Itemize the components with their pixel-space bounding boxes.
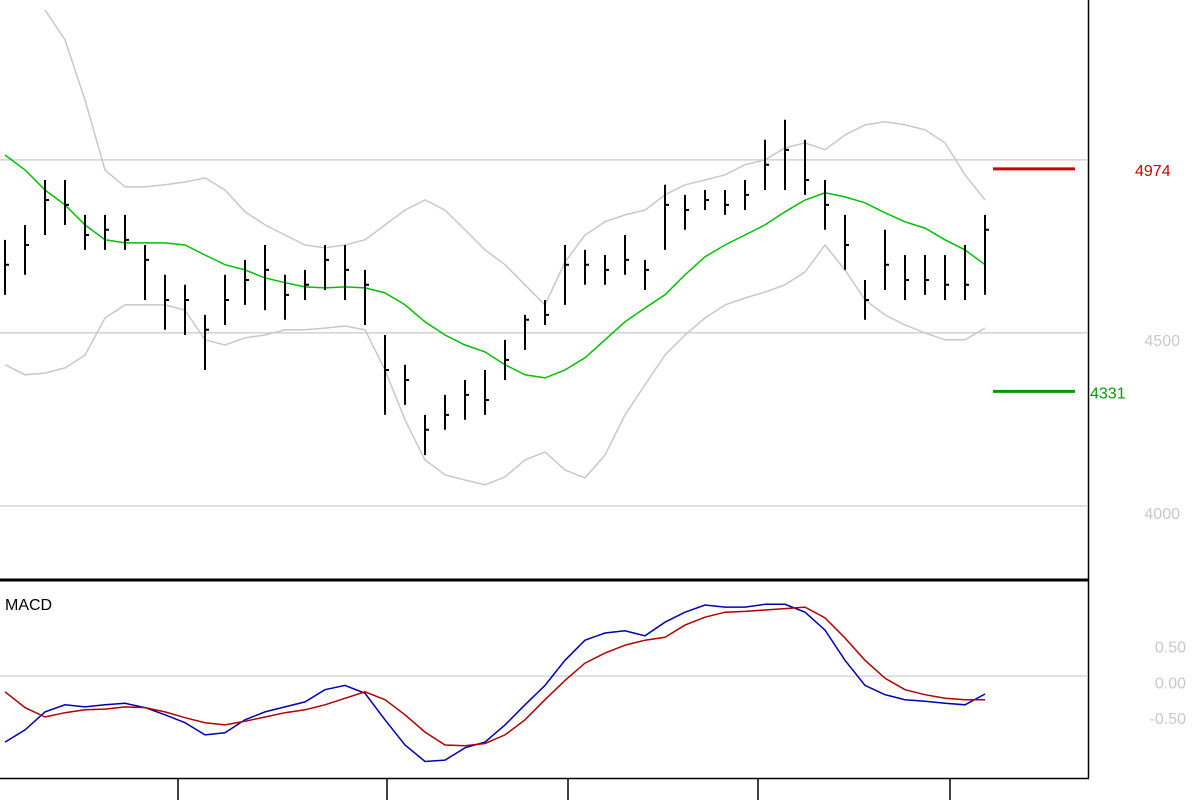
ohlc-bar bbox=[504, 339, 509, 380]
line-series bbox=[4, 243, 986, 486]
ohlc-bar bbox=[844, 214, 849, 270]
ohlc-bar bbox=[404, 364, 409, 405]
ohlc-bar bbox=[564, 245, 569, 305]
ohlc-bar bbox=[624, 234, 629, 275]
ohlc-bar bbox=[804, 139, 809, 195]
ohlc-bar bbox=[124, 214, 129, 250]
ohlc-bar bbox=[524, 314, 529, 350]
ohlc-bar bbox=[344, 245, 349, 301]
ohlc-bar bbox=[704, 189, 709, 211]
ohlc-bar bbox=[444, 394, 449, 430]
ohlc-bar bbox=[544, 300, 549, 325]
ohlc-bar bbox=[964, 245, 969, 301]
ohlc-bar bbox=[764, 139, 769, 190]
ohlc-bar bbox=[144, 245, 149, 301]
ohlc-bar bbox=[864, 279, 869, 320]
ohlc-bar bbox=[824, 179, 829, 230]
line-series bbox=[4, 603, 986, 763]
ohlc-bar bbox=[644, 259, 649, 290]
ohlc-bar bbox=[904, 255, 909, 301]
ohlc-bar bbox=[724, 189, 729, 215]
ohlc-bar bbox=[944, 255, 949, 301]
level-label: 4331 bbox=[1090, 386, 1126, 403]
ohlc-bar bbox=[424, 414, 429, 456]
y-tick-label: -0.50 bbox=[1150, 711, 1187, 728]
ohlc-bar bbox=[464, 379, 469, 420]
ohlc-bar bbox=[684, 194, 689, 230]
ohlc-bar bbox=[484, 369, 489, 415]
ohlc-bar bbox=[664, 184, 669, 250]
ohlc-bar bbox=[164, 274, 169, 330]
ohlc-bar bbox=[744, 179, 749, 211]
ohlc-bar bbox=[924, 255, 929, 295]
ohlc-bar bbox=[784, 119, 789, 190]
ohlc-bar bbox=[284, 274, 289, 320]
ohlc-bar bbox=[324, 245, 329, 290]
ohlc-bar bbox=[84, 214, 89, 250]
ohlc-bar bbox=[304, 269, 309, 301]
line-series bbox=[44, 9, 986, 307]
ohlc-bar bbox=[184, 284, 189, 335]
level-label: 4974 bbox=[1135, 163, 1171, 180]
ohlc-bar bbox=[104, 214, 109, 250]
ohlc-bar bbox=[584, 249, 589, 285]
ohlc-bar bbox=[224, 274, 229, 325]
line-series bbox=[4, 606, 985, 747]
ohlc-bar bbox=[364, 269, 369, 325]
ohlc-bar bbox=[884, 229, 889, 290]
y-tick-label: 4000 bbox=[1144, 506, 1180, 523]
ohlc-bar bbox=[604, 255, 609, 285]
ohlc-bar bbox=[384, 334, 389, 415]
ohlc-bar bbox=[44, 179, 49, 235]
ohlc-bar bbox=[984, 214, 989, 295]
ohlc-bar bbox=[244, 259, 249, 305]
x-ticks bbox=[177, 778, 951, 800]
ohlc-bar bbox=[4, 239, 9, 295]
ohlc-bar bbox=[204, 314, 209, 370]
ohlc-bar bbox=[24, 224, 29, 275]
ohlc-bar bbox=[64, 179, 69, 225]
y-tick-label: 4500 bbox=[1144, 333, 1180, 350]
y-tick-label: 0.50 bbox=[1155, 639, 1186, 656]
line-series bbox=[4, 154, 986, 379]
panel-title: MACD bbox=[5, 597, 52, 614]
ohlc-bar bbox=[264, 245, 269, 311]
y-tick-label: 0.00 bbox=[1155, 675, 1186, 692]
